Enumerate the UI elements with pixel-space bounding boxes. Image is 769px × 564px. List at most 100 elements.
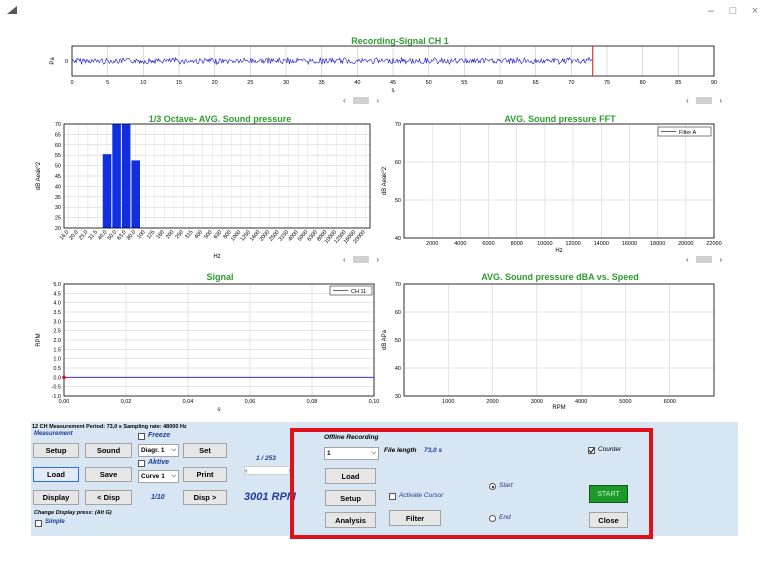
x-tick-label: 75	[604, 80, 610, 86]
y-axis-label: dB Aeak⁰2	[35, 161, 42, 190]
scroll-thumb[interactable]	[353, 97, 369, 104]
end-radio[interactable]	[489, 515, 496, 522]
scroll-thumb[interactable]	[696, 97, 712, 104]
y-tick-label: 60	[395, 160, 401, 166]
record-scrollbar[interactable]: ‹ ›	[244, 466, 292, 475]
scroll-left-icon[interactable]: ‹	[343, 255, 346, 264]
recording-scrollbar[interactable]: ‹ ›	[343, 96, 379, 105]
sound-button[interactable]: Sound	[85, 443, 132, 458]
x-tick-label: 10	[140, 80, 146, 86]
file-select[interactable]: 1 ⌵	[324, 447, 379, 460]
offline-recording-title: Offline Recording	[324, 434, 379, 441]
print-button[interactable]: Print	[183, 467, 227, 482]
y-tick-label: 4.5	[53, 291, 61, 297]
y-tick-label: 1.0	[53, 357, 61, 363]
start-radio[interactable]	[489, 483, 496, 490]
display-button[interactable]: Display	[33, 490, 79, 505]
y-tick-label: 35	[55, 195, 61, 201]
scroll-right-icon[interactable]: ›	[288, 466, 291, 475]
scroll-thumb[interactable]	[353, 256, 369, 263]
load-button[interactable]: Load	[33, 467, 79, 482]
diagram-select[interactable]: Diagr. 1 ⌵	[138, 444, 179, 457]
simple-checkbox[interactable]	[35, 520, 42, 527]
x-tick-label: 22000	[706, 241, 721, 247]
y-axis-label: Pa	[50, 57, 56, 65]
change-display-hint: Change Display press: (Alt G)	[34, 510, 112, 516]
recording-scrollbar-right[interactable]: ‹ ›	[686, 96, 722, 105]
x-tick-label: 20000	[678, 241, 693, 247]
x-tick-label: 80,0	[126, 229, 137, 241]
y-axis-label: dB APa	[382, 329, 388, 350]
x-tick-label: 0,02	[121, 399, 132, 405]
scroll-right-icon[interactable]: ›	[719, 255, 722, 264]
activate-cursor-label: Activate Cursor	[399, 492, 444, 499]
scroll-left-icon[interactable]: ‹	[343, 96, 346, 105]
setup-button[interactable]: Setup	[33, 443, 79, 458]
chevron-down-icon: ⌵	[171, 473, 176, 479]
y-tick-label: -1.0	[52, 394, 61, 400]
y-tick-label: 70	[395, 122, 401, 128]
x-tick-label: 15	[176, 80, 182, 86]
legend-box	[329, 285, 373, 296]
scroll-right-icon[interactable]: ›	[376, 96, 379, 105]
x-tick-label: 14000	[594, 241, 609, 247]
curve-select[interactable]: Curve 1 ⌵	[138, 470, 179, 483]
y-tick-label: 5.0	[53, 282, 61, 288]
start-radio-label: Start	[499, 482, 513, 489]
file-select-value: 1	[327, 450, 331, 457]
scroll-thumb[interactable]	[696, 256, 712, 263]
prev-display-button[interactable]: < Disp	[85, 490, 132, 505]
minimize-button[interactable]: –	[707, 5, 715, 17]
scroll-left-icon[interactable]: ‹	[245, 466, 248, 475]
scroll-left-icon[interactable]: ‹	[686, 255, 689, 264]
close-button[interactable]: ×	[751, 5, 759, 17]
end-radio-label: End	[499, 514, 511, 521]
y-tick-label: 40	[55, 184, 61, 190]
x-tick-label: 20	[212, 80, 218, 86]
x-tick-label: 5000	[619, 399, 631, 405]
aktive-checkbox[interactable]	[138, 460, 145, 467]
maximize-button[interactable]: □	[729, 5, 737, 17]
set-button[interactable]: Set	[183, 443, 227, 458]
octave-bar	[102, 154, 112, 228]
activate-cursor-checkbox[interactable]	[389, 493, 396, 500]
scroll-right-icon[interactable]: ›	[719, 96, 722, 105]
x-tick-label: 20,0	[68, 229, 79, 241]
octave-scrollbar[interactable]: ‹ ›	[343, 255, 379, 264]
x-tick-label: 2000	[426, 241, 438, 247]
x-tick-label: 4000	[575, 399, 587, 405]
speed-chart-title: AVG. Sound pressure dBA vs. Speed	[481, 272, 639, 282]
offline-close-button[interactable]: Close	[589, 512, 628, 528]
offline-setup-button[interactable]: Setup	[325, 490, 376, 506]
y-tick-label: 50	[395, 198, 401, 204]
x-tick-label: 125	[146, 229, 157, 240]
x-tick-label: 60	[497, 80, 503, 86]
start-button[interactable]: START	[589, 485, 628, 503]
y-tick-label: 0.0	[53, 375, 61, 381]
offline-load-button[interactable]: Load	[325, 468, 376, 484]
octave-bar	[112, 124, 121, 228]
x-tick-label: 0,06	[245, 399, 256, 405]
x-tick-label: 250	[175, 229, 186, 240]
y-tick-label: 1.5	[53, 347, 61, 353]
scroll-left-icon[interactable]: ‹	[686, 96, 689, 105]
x-tick-label: 6000	[664, 399, 676, 405]
app-logo-icon	[7, 6, 17, 14]
x-tick-label: 10000	[537, 241, 552, 247]
y-tick-label: 3.5	[53, 310, 61, 316]
scroll-right-icon[interactable]: ›	[376, 255, 379, 264]
record-counter: 1 / 253	[256, 455, 276, 462]
x-axis-label: Hz	[213, 254, 220, 260]
x-tick-label: 31,5	[88, 229, 99, 241]
x-tick-label: 1000	[442, 399, 454, 405]
y-tick-label: 40	[395, 366, 401, 372]
analysis-button[interactable]: Analysis	[325, 512, 376, 528]
counter-checkbox[interactable]	[588, 447, 595, 454]
y-tick-label: 70	[395, 282, 401, 288]
save-button[interactable]: Save	[85, 467, 132, 482]
filter-button[interactable]: Filter	[389, 510, 441, 526]
fft-scrollbar[interactable]: ‹ ›	[686, 255, 722, 264]
octave-chart-title: 1/3 Octave- AVG. Sound pressure	[148, 114, 292, 124]
freeze-checkbox[interactable]	[138, 433, 145, 440]
next-display-button[interactable]: Disp >	[183, 490, 227, 505]
